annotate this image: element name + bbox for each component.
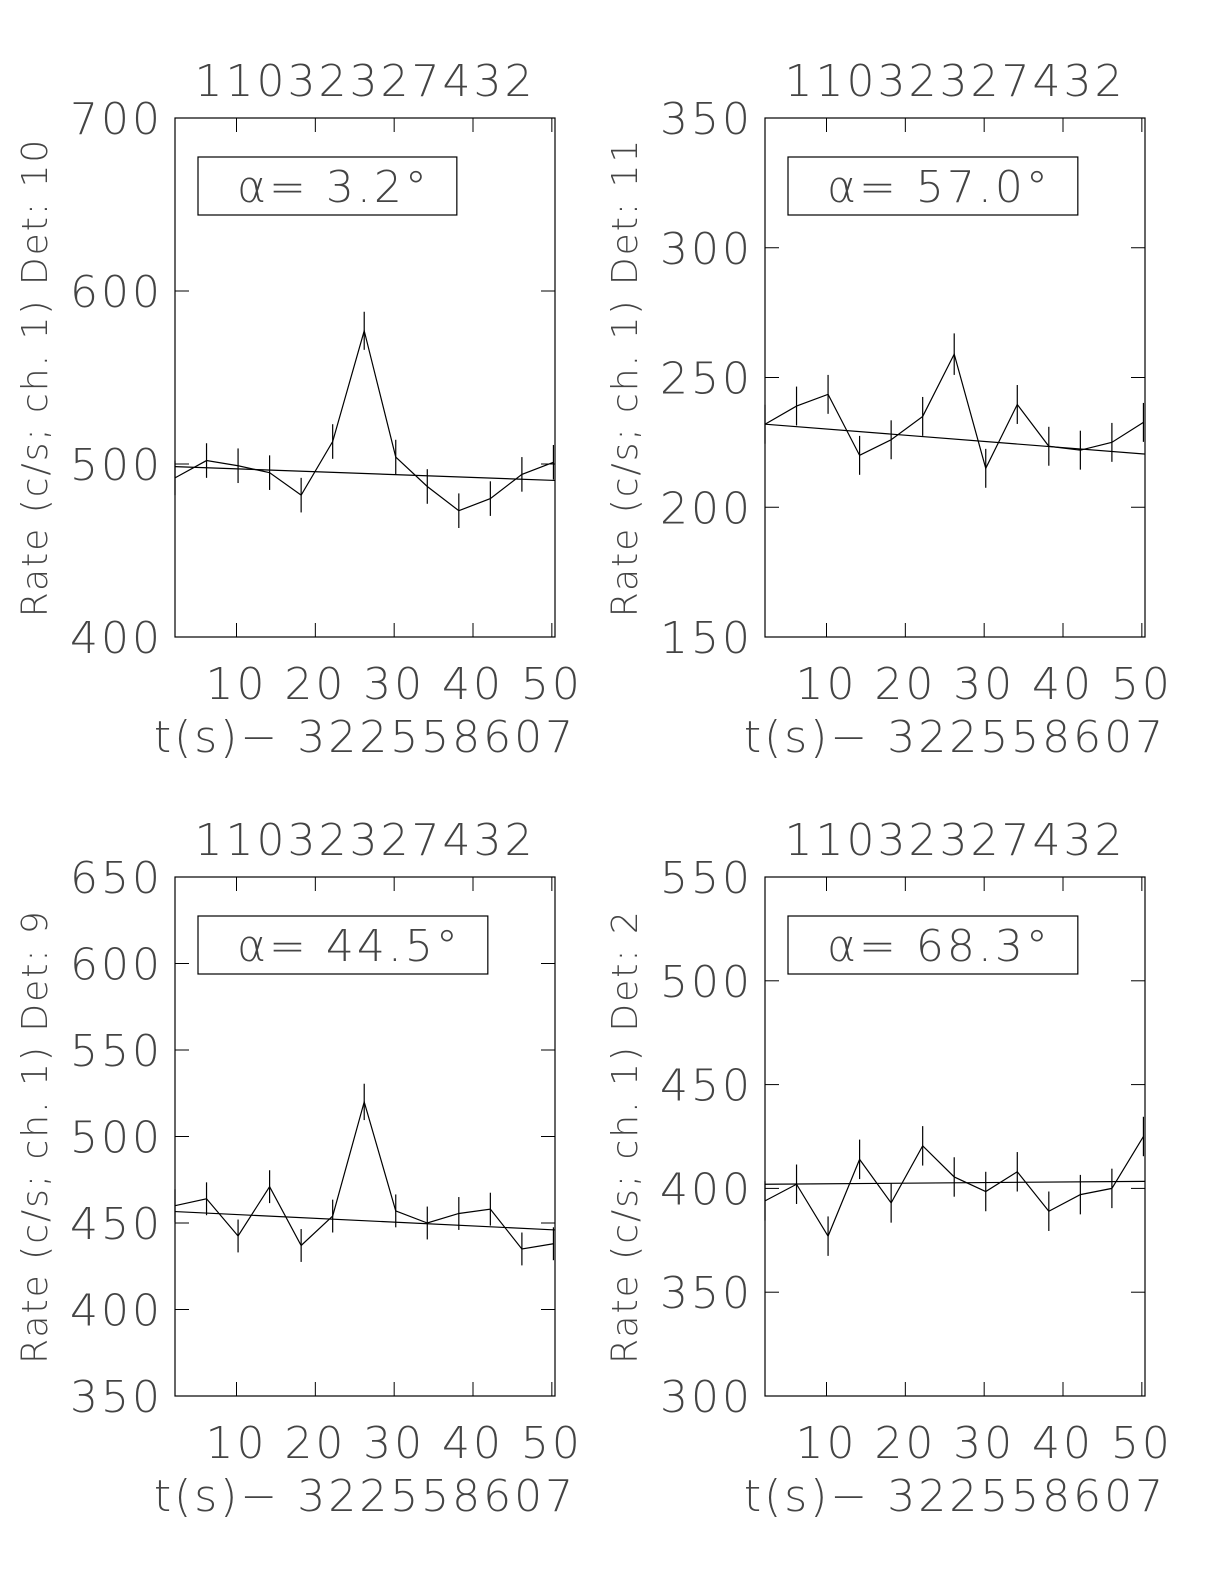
y-tick-label: 400 <box>70 1286 163 1337</box>
x-tick-label: 20 <box>874 659 936 710</box>
y-tick-label: 400 <box>70 613 163 664</box>
chart-title: 11032327432 <box>195 815 536 866</box>
x-tick-label: 10 <box>795 659 857 710</box>
annotation: α= 68.3° <box>827 921 1051 972</box>
y-axis-label: Rate (c/s; ch. 1) Det: 10 <box>15 138 56 618</box>
fit-line <box>764 1180 1146 1185</box>
x-axis-label: t(s)− 322558607 <box>154 1471 576 1522</box>
x-tick-label: 30 <box>953 1418 1015 1469</box>
y-tick-label: 600 <box>70 267 163 318</box>
x-tick-label: 50 <box>521 659 583 710</box>
fit-line <box>174 465 556 482</box>
x-tick-label: 30 <box>363 659 425 710</box>
y-tick-label: 650 <box>70 853 163 904</box>
fit-line <box>764 423 1146 455</box>
chart-title: 11032327432 <box>195 56 536 107</box>
y-axis-label: Rate (c/s; ch. 1) Det: 11 <box>605 138 646 618</box>
x-tick-label: 50 <box>1111 1418 1173 1469</box>
annotation-box <box>197 156 458 216</box>
y-tick-label: 350 <box>660 94 753 145</box>
y-tick-label: 200 <box>660 483 753 534</box>
annotation-box <box>787 156 1079 216</box>
panel: 11032327432 Rate (c/s; ch. 1) Det: 10 t(s)… <box>15 56 583 763</box>
annotation-box <box>197 915 489 975</box>
y-tick-label: 500 <box>660 957 753 1008</box>
y-tick-label: 450 <box>660 1061 753 1112</box>
y-tick-label: 350 <box>660 1268 753 1319</box>
y-tick-label: 550 <box>660 853 753 904</box>
annotation-box <box>787 915 1079 975</box>
annotation: α= 57.0° <box>827 162 1051 213</box>
x-axis-label: t(s)− 322558607 <box>744 712 1166 763</box>
x-tick-label: 20 <box>284 1418 346 1469</box>
y-tick-label: 500 <box>70 440 163 491</box>
y-tick-label: 300 <box>660 224 753 275</box>
fit-line <box>174 1210 556 1231</box>
panel: 11032327432 Rate (c/s; ch. 1) Det: 11 t(s)… <box>605 56 1173 763</box>
y-tick-label: 700 <box>70 94 163 145</box>
x-tick-label: 20 <box>284 659 346 710</box>
y-tick-label: 500 <box>70 1113 163 1164</box>
x-tick-label: 30 <box>953 659 1015 710</box>
y-tick-label: 350 <box>70 1372 163 1423</box>
x-tick-label: 40 <box>442 1418 504 1469</box>
x-axis-label: t(s)− 322558607 <box>154 712 576 763</box>
annotation: α= 3.2° <box>237 162 430 213</box>
y-tick-label: 450 <box>70 1199 163 1250</box>
y-tick-label: 300 <box>660 1372 753 1423</box>
x-axis-label: t(s)− 322558607 <box>744 1471 1166 1522</box>
chart-title: 11032327432 <box>785 56 1126 107</box>
plot-frame <box>174 117 556 638</box>
y-tick-label: 550 <box>70 1026 163 1077</box>
plot-frame <box>764 876 1146 1397</box>
x-tick-label: 30 <box>363 1418 425 1469</box>
x-tick-label: 40 <box>442 659 504 710</box>
y-tick-label: 150 <box>660 613 753 664</box>
x-tick-label: 20 <box>874 1418 936 1469</box>
y-tick-label: 600 <box>70 940 163 991</box>
data-line <box>174 328 554 512</box>
panel: 11032327432 Rate (c/s; ch. 1) Det: 2 t(s)−… <box>605 815 1173 1522</box>
x-tick-label: 50 <box>1111 659 1173 710</box>
x-tick-label: 10 <box>205 659 267 710</box>
panel: 11032327432 Rate (c/s; ch. 1) Det: 9 t(s)−… <box>15 815 583 1522</box>
y-axis-label: Rate (c/s; ch. 1) Det: 9 <box>15 909 56 1364</box>
y-tick-label: 400 <box>660 1164 753 1215</box>
y-tick-label: 250 <box>660 354 753 405</box>
x-tick-label: 50 <box>521 1418 583 1469</box>
annotation: α= 44.5° <box>237 921 461 972</box>
x-tick-label: 40 <box>1032 659 1094 710</box>
x-tick-label: 10 <box>205 1418 267 1469</box>
x-tick-label: 10 <box>795 1418 857 1469</box>
chart-title: 11032327432 <box>785 815 1126 866</box>
y-axis-label: Rate (c/s; ch. 1) Det: 2 <box>605 909 646 1364</box>
x-tick-label: 40 <box>1032 1418 1094 1469</box>
